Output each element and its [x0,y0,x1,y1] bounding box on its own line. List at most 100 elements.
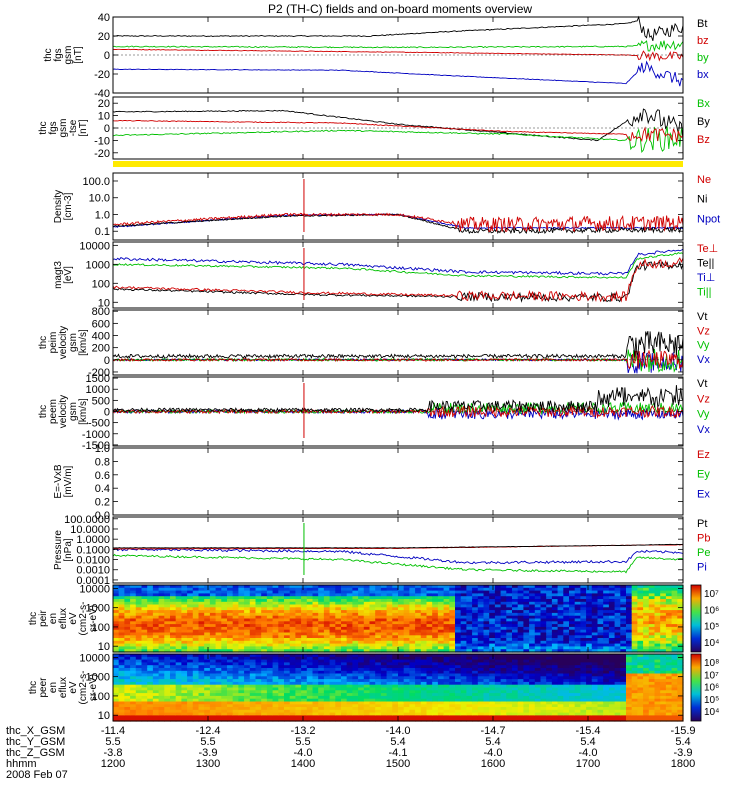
y-tick-label: 0.1 [95,226,110,238]
y-tick-label: 800 [92,306,110,318]
series-line-ne [113,213,683,231]
legend-vx: Vx [697,354,710,366]
y-axis-label: [nT] [73,46,84,63]
panel-pressure: 100.000010.00001.00000.10000.01000.00100… [53,514,710,587]
y-axis-label: [nT] [78,119,89,136]
y-tick-label: 600 [92,318,110,330]
y-tick-label: 40 [98,12,110,24]
y-axis-label: [nPa] [63,538,74,562]
y-tick-label: -20 [94,69,110,81]
y-tick-label: 0.4 [95,483,110,495]
legend-ti: Ti⊥ [697,272,715,284]
legend-ne: Ne [697,174,711,186]
y-tick-label: 10000 [79,240,110,252]
legend-bz: bz [697,35,709,47]
legend-te: Te|| [697,258,714,270]
legend-npot: Npot [697,213,720,225]
series-line-bz [113,49,683,60]
legend-pi: Pi [697,562,707,574]
series-line-pi [113,548,683,563]
series-line-ti_par [113,253,683,279]
legend-ey: Ey [697,469,710,481]
y-tick-label: 0.6 [95,470,110,482]
legend-by: By [697,116,710,128]
y-tick-label: 0 [104,355,110,367]
colorbar [691,585,701,652]
legend-te: Te⊥ [697,243,718,255]
legend-vt: Vt [697,311,707,323]
y-axis-label: [mV/m] [63,465,74,497]
legend-bt: Bt [697,18,707,30]
colorbar-label: 10⁶ [704,605,719,616]
y-tick-label: 0.8 [95,456,110,468]
y-tick-label: 20 [98,98,110,110]
colorbar-label: 10⁴ [704,638,719,649]
series-line-te_perp [113,258,683,301]
series-line-te_par [113,261,683,301]
series-line-bx [113,62,683,86]
legend-vy: Vy [697,340,710,352]
y-axis-label: [eV] [63,266,74,284]
y-tick-label: 100 [92,278,110,290]
colorbar-label: 10⁷ [704,589,719,600]
y-tick-label: 10 [98,641,110,653]
legend-vt: Vt [697,378,707,390]
legend-ex: Ex [697,488,710,500]
y-tick-label: 0 [104,123,110,135]
y-tick-label: 0.2 [95,497,110,509]
legend-ni: Ni [697,194,707,206]
series-line-vt [113,385,683,411]
series-line-pt [113,544,683,548]
legend-ez: Ez [697,449,710,461]
series-line-ti_perp [113,249,683,275]
legend-vz: Vz [697,325,710,337]
y-axis-label: [cm-3] [63,192,74,220]
y-axis-label: [km/s] [78,398,89,425]
y-axis-label: sr-eV) [88,605,99,632]
y-axis-label: [km/s] [78,329,89,356]
y-tick-label: 20 [98,31,110,43]
y-tick-label: 400 [92,331,110,343]
panel-frame [113,448,683,515]
legend-pt: Pt [697,518,707,530]
y-tick-label: 1000 [86,259,110,271]
y-tick-label: 0 [104,50,110,62]
legend-vz: Vz [697,393,710,405]
legend-bx: bx [697,69,709,81]
colorbar-label: 10⁵ [704,622,719,633]
panel-frame [113,242,683,308]
y-tick-label: 10 [98,111,110,123]
legend-pe: Pe [697,547,710,559]
y-tick-label: 200 [92,343,110,355]
y-tick-label: 1.0 [95,443,110,455]
series-line-by [113,41,683,51]
y-tick-label: 100.0 [82,176,110,188]
panel-frame [113,173,683,240]
y-tick-label: 10000 [79,583,110,595]
panel-frame [113,517,683,583]
legend-bx: Bx [697,98,710,110]
series-line-by [113,109,683,141]
series-line-vt [113,331,683,358]
series-line-vy [113,349,683,372]
legend-bz: Bz [697,134,710,146]
series-line-bx [113,127,683,152]
y-tick-label: 1.0 [95,209,110,221]
y-tick-label: 10.0 [89,193,110,205]
panel-frame [113,310,683,375]
y-tick-label: -20 [94,148,110,160]
legend-ti: Ti|| [697,287,711,299]
y-tick-label: -10 [94,135,110,147]
legend-vx: Vx [697,424,710,436]
legend-by: by [697,52,709,64]
legend-pb: Pb [697,533,710,545]
